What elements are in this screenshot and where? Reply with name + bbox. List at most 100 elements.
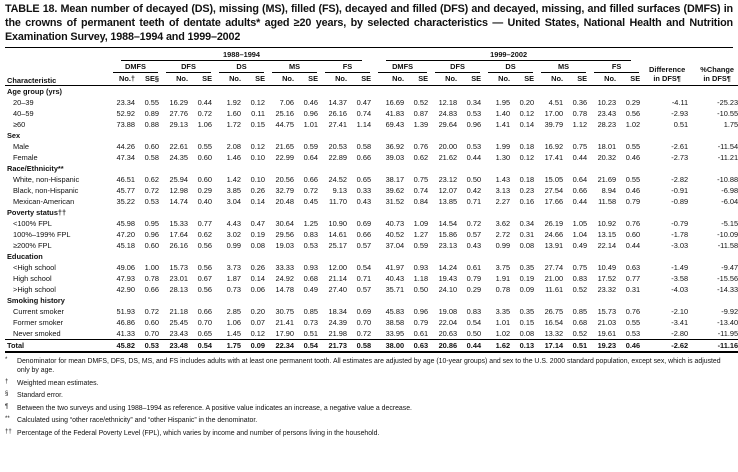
table-row: Former smoker 46.86 0.60 25.45 0.70 1.06 0.07 2… [5, 317, 738, 328]
value-cell: 17.66 [544, 197, 564, 207]
footnote-text: Standard error. [17, 392, 63, 400]
value-cell: -3.41 [671, 318, 689, 328]
value-cell: 13.32 [544, 329, 564, 339]
value-cell: 17.64 [169, 230, 189, 240]
value-cell: 16.92 [544, 142, 564, 152]
value-cell: 3.02 [226, 230, 241, 240]
value-cell: 0.55 [625, 142, 641, 152]
value-cell: 16.69 [385, 98, 405, 108]
data-table: Characteristic 1988–1994 1999–2002 Diffe… [5, 49, 738, 354]
value-cell: 0.29 [197, 186, 212, 196]
value-cell: 1.91 [495, 274, 511, 284]
subheader-cell: SE [471, 74, 482, 84]
value-cell: 15.73 [597, 307, 617, 317]
value-cell: 0.75 [572, 142, 588, 152]
value-cell: 0.10 [250, 175, 265, 185]
value-cell: 1.41 [495, 120, 511, 130]
value-cell: 0.52 [413, 98, 429, 108]
value-cell: 21.73 [321, 339, 350, 354]
value-cell: 44.26 [116, 142, 136, 152]
row-label: >High school [13, 285, 56, 295]
value-cell: 0.57 [356, 285, 372, 295]
value-cell: 0.74 [356, 109, 372, 119]
value-cell: 0.14 [519, 120, 535, 130]
value-cell: 0.72 [144, 307, 159, 317]
value-cell: 1.99 [495, 142, 511, 152]
value-cell: 1.06 [226, 318, 241, 328]
value-cell: 0.64 [303, 153, 318, 163]
value-cell: 12.18 [438, 98, 458, 108]
value-cell: 10.92 [597, 219, 617, 229]
value-cell: 0.60 [197, 175, 212, 185]
value-cell: 0.59 [413, 241, 429, 251]
section-label: Race/Ethnicity** [7, 164, 64, 174]
value-cell: -9.92 [721, 307, 738, 317]
value-cell: 44.75 [275, 120, 295, 130]
value-cell: 0.79 [413, 318, 429, 328]
value-cell: 0.44 [572, 153, 588, 163]
footnote: ** Calculated using “other race/ethnicity… [5, 416, 733, 426]
row-label: Never smoked [13, 329, 61, 339]
value-cell: 3.62 [495, 219, 511, 229]
value-cell: -15.56 [717, 274, 738, 284]
value-cell: 0.56 [197, 263, 212, 273]
value-cell: 0.76 [625, 219, 641, 229]
value-cell: 0.14 [250, 274, 265, 284]
value-cell: 15.33 [169, 219, 189, 229]
value-cell: 20.32 [597, 153, 617, 163]
value-cell: 45.98 [116, 219, 136, 229]
value-cell: 1.75 [215, 339, 244, 354]
value-cell: 23.01 [169, 274, 189, 284]
value-cell: 0.06 [250, 285, 265, 295]
value-cell: 45.83 [385, 307, 405, 317]
value-cell: 0.20 [250, 307, 265, 317]
group-dmfs: DMFS [374, 61, 431, 74]
value-cell: 24.92 [275, 274, 295, 284]
value-cell: 21.65 [275, 142, 295, 152]
row-label: Current smoker [13, 307, 64, 317]
value-cell: 39.03 [385, 153, 405, 163]
value-cell: 0.12 [250, 98, 265, 108]
value-cell: 7.06 [279, 98, 294, 108]
value-cell: 1.39 [413, 120, 429, 130]
value-cell: 27.40 [328, 285, 348, 295]
value-cell: 20.86 [431, 339, 461, 354]
value-cell: 0.26 [250, 263, 265, 273]
value-cell: 0.12 [519, 109, 535, 119]
row-label: 20–39 [13, 98, 34, 108]
value-cell: -4.11 [671, 98, 689, 108]
subheader-cell: SE [630, 74, 641, 84]
value-cell: 0.34 [519, 219, 535, 229]
value-cell: 1.95 [495, 98, 511, 108]
value-cell: -0.79 [671, 219, 689, 229]
period-label: 1999–2002 [386, 49, 632, 62]
value-cell: 51.93 [116, 307, 136, 317]
value-cell: 0.44 [466, 153, 482, 163]
value-cell: 13.85 [438, 197, 458, 207]
value-cell: 0.71 [466, 197, 482, 207]
value-cell: -4.03 [671, 285, 689, 295]
value-cell: 0.54 [297, 339, 321, 354]
table-row: >High school 42.90 0.66 28.13 0.56 0.73 0.06 14… [5, 284, 738, 295]
value-cell: 0.71 [356, 274, 372, 284]
footnote-marker: § [5, 391, 9, 398]
value-cell: 0.84 [413, 197, 429, 207]
period-label: 1988–1994 [121, 49, 363, 62]
value-cell: 47.34 [116, 153, 136, 163]
row-label: <High school [13, 263, 56, 273]
value-cell: 25.16 [275, 109, 295, 119]
value-cell: 0.53 [466, 142, 482, 152]
value-cell: 35.22 [116, 197, 136, 207]
value-cell: 0.93 [413, 263, 429, 273]
section-label: Poverty status†† [7, 208, 67, 218]
value-cell: 0.51 [673, 120, 689, 130]
group-dmfs: DMFS [109, 61, 162, 74]
value-cell: -1.78 [671, 230, 689, 240]
value-cell: 45.77 [116, 186, 136, 196]
value-cell: 0.52 [572, 329, 588, 339]
table-row: 40–59 52.92 0.89 27.76 0.72 1.60 0.11 25.16 0.96… [5, 108, 738, 119]
table-row: ≥60 73.88 0.88 29.13 1.06 1.72 0.15 44.75 1.01 27… [5, 119, 738, 130]
value-cell: 3.35 [495, 307, 511, 317]
value-cell: 0.66 [197, 307, 212, 317]
value-cell: 0.19 [519, 274, 535, 284]
